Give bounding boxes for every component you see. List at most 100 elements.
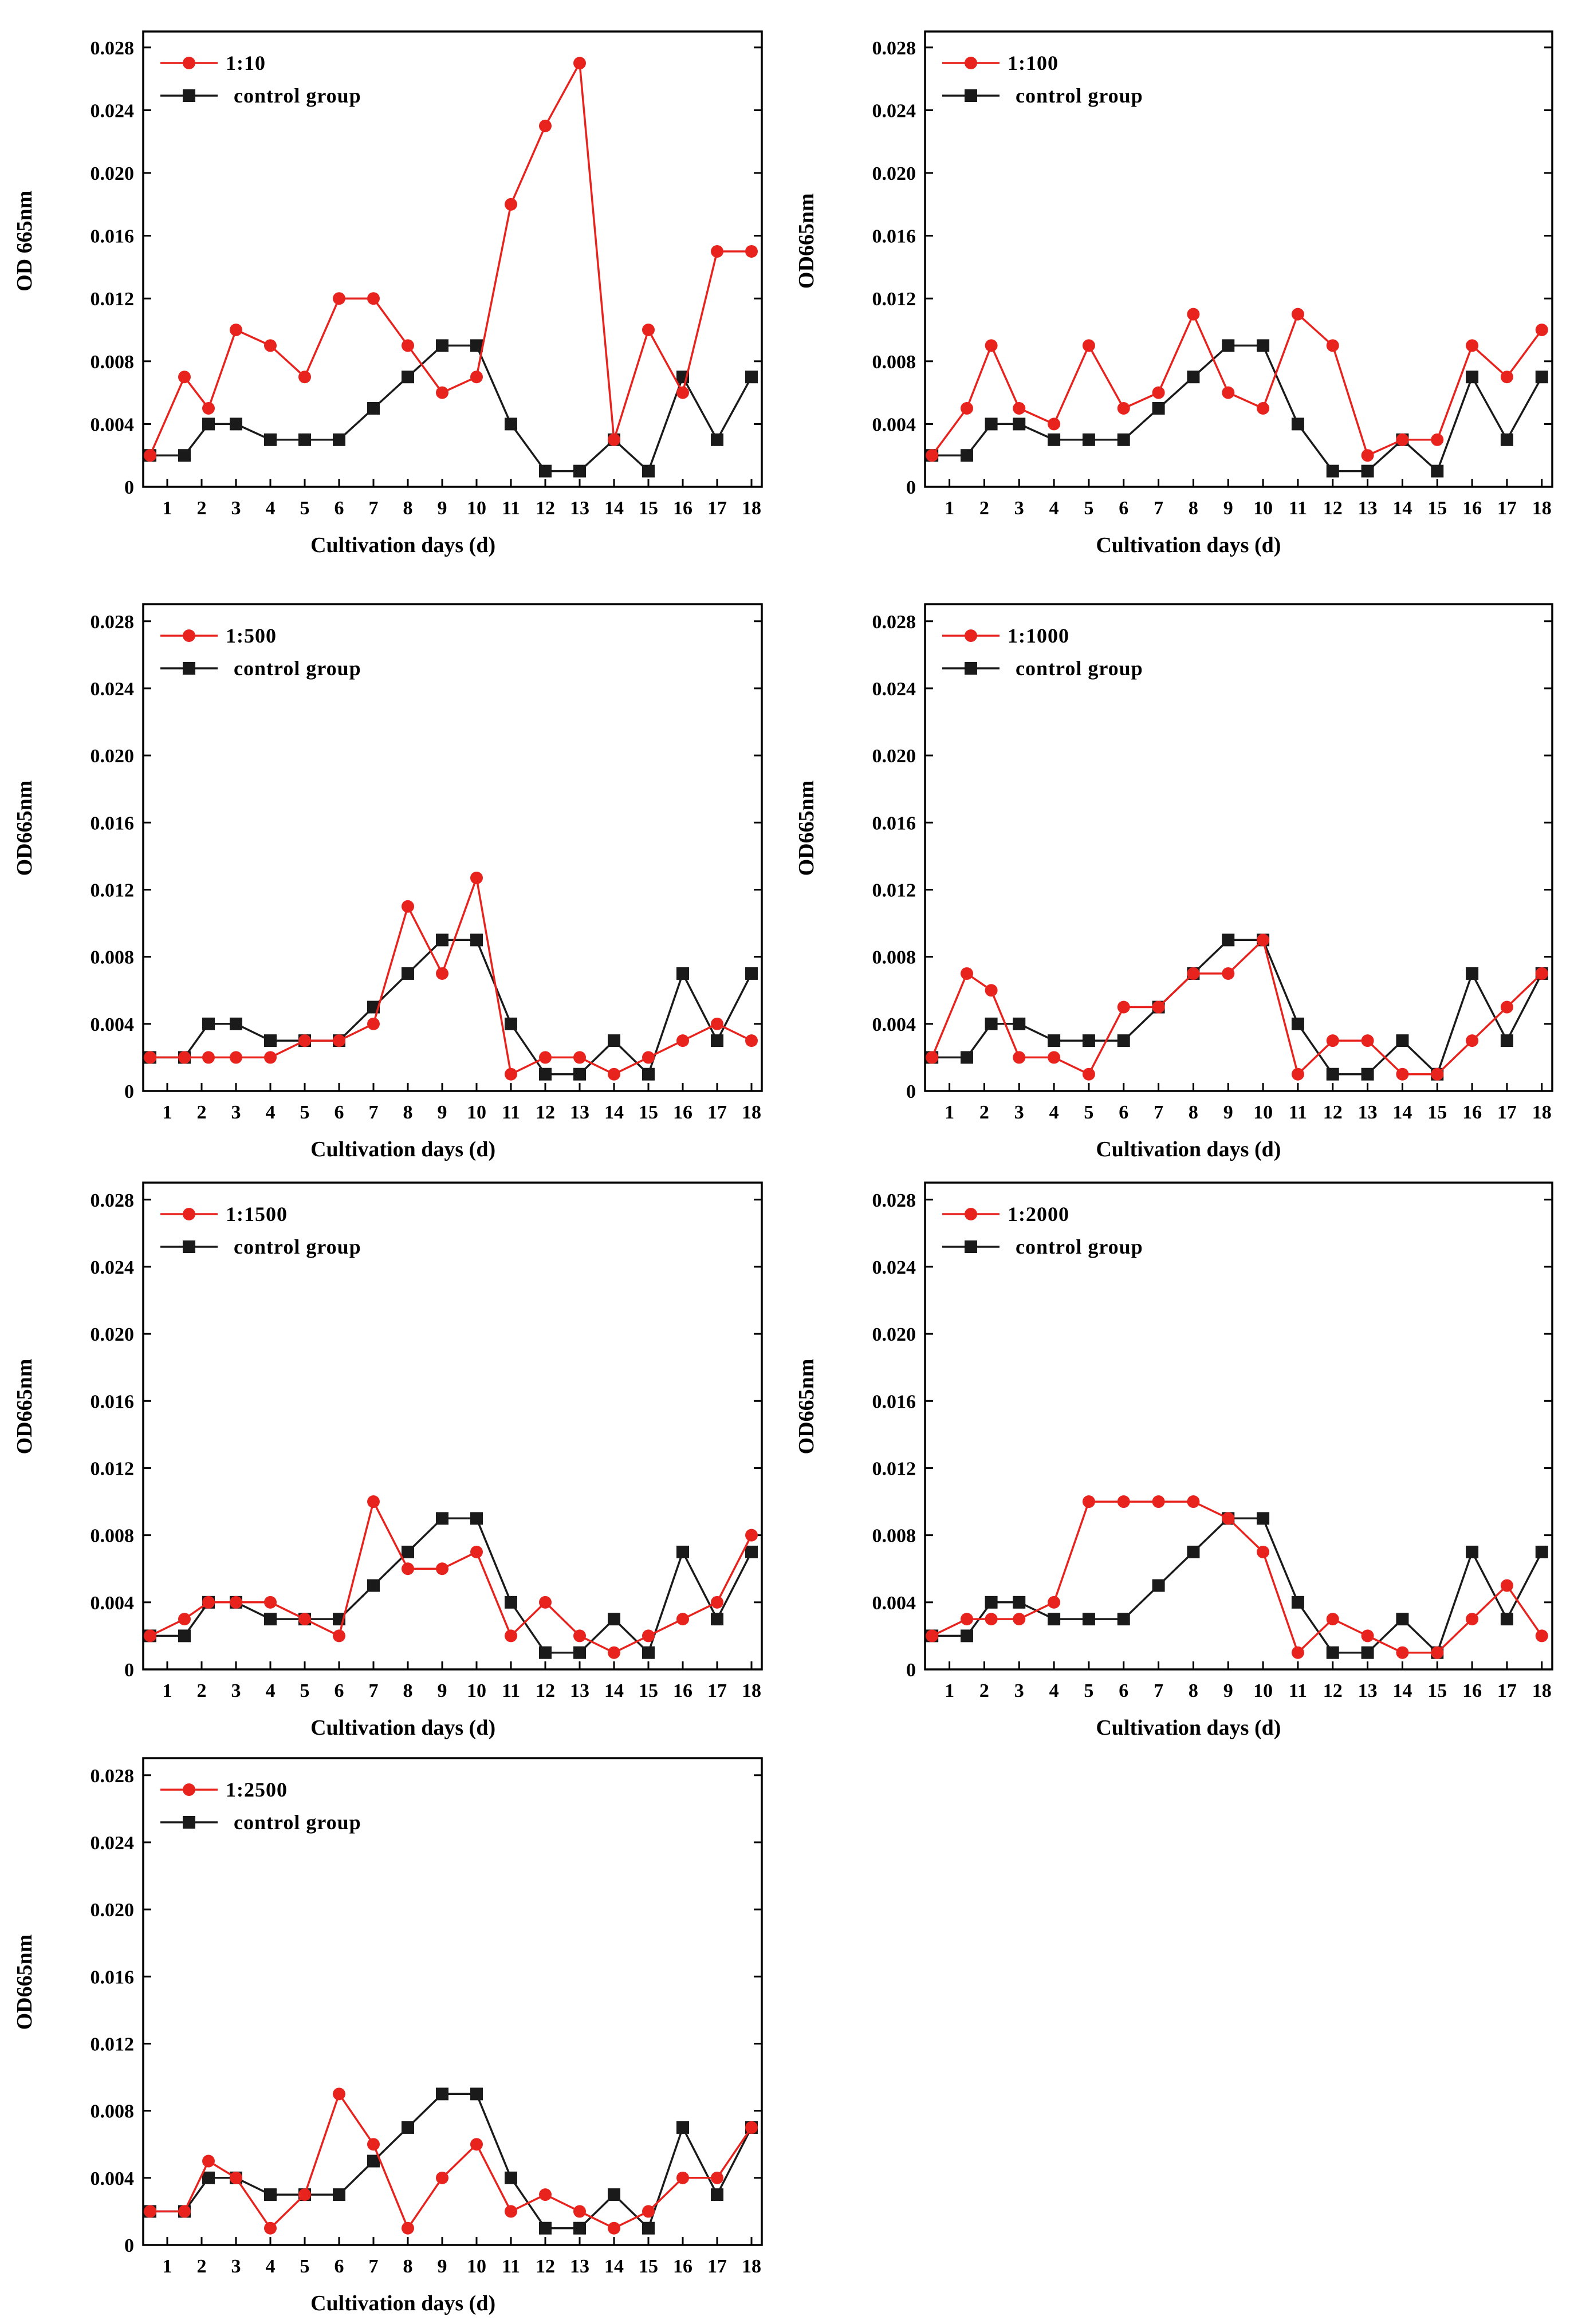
y-tick-label: 0.024 — [90, 1257, 135, 1278]
y-tick-label: 0.020 — [872, 1324, 916, 1345]
data-point — [1257, 933, 1270, 947]
data-point — [1152, 1495, 1165, 1508]
data-point — [1396, 1646, 1409, 1659]
data-point — [144, 2205, 156, 2218]
data-point — [505, 1068, 517, 1081]
x-tick-label: 11 — [502, 1102, 520, 1123]
series-control — [144, 2087, 758, 2235]
data-point — [1152, 1579, 1165, 1592]
data-point — [298, 433, 311, 446]
y-tick-label: 0.028 — [872, 1190, 916, 1211]
data-point — [711, 245, 723, 258]
data-point — [1466, 1034, 1479, 1047]
x-tick-label: 8 — [1189, 1680, 1198, 1701]
data-point — [333, 2188, 345, 2201]
data-point — [573, 2221, 586, 2235]
data-point — [608, 1068, 620, 1081]
data-point — [539, 1646, 552, 1659]
y-tick-label: 0.008 — [90, 352, 135, 373]
data-point — [1013, 1596, 1026, 1609]
data-point — [1361, 1068, 1374, 1081]
data-point — [926, 449, 939, 462]
x-tick-label: 1 — [163, 2256, 172, 2277]
data-point — [608, 1613, 620, 1626]
data-point — [1291, 308, 1304, 321]
series-control — [144, 339, 758, 478]
legend-marker — [965, 89, 977, 102]
data-point — [367, 1017, 380, 1030]
y-tick-label: 0 — [906, 1081, 916, 1102]
y-tick-label: 0.004 — [90, 2168, 135, 2189]
data-point — [436, 2171, 448, 2184]
x-tick-label: 12 — [536, 1680, 555, 1701]
data-point — [436, 2087, 448, 2101]
data-point — [1431, 433, 1444, 446]
x-tick-label: 12 — [1323, 498, 1343, 519]
x-tick-label: 17 — [707, 498, 727, 519]
data-point — [1013, 1613, 1026, 1626]
x-tick-label: 14 — [604, 1102, 624, 1123]
data-point — [1257, 1545, 1270, 1558]
data-point — [470, 2138, 483, 2151]
x-tick-label: 10 — [467, 498, 486, 519]
x-tick-label: 12 — [1323, 1102, 1343, 1123]
x-axis-label: Cultivation days (d) — [1096, 1716, 1281, 1740]
data-point — [676, 1545, 689, 1558]
data-point — [144, 1051, 156, 1064]
y-tick-label: 0.012 — [90, 880, 135, 901]
data-point — [264, 2221, 277, 2235]
y-tick-label: 0.008 — [872, 947, 916, 968]
x-tick-label: 6 — [1119, 498, 1128, 519]
y-tick-label: 0.012 — [90, 2034, 135, 2055]
data-point — [333, 292, 345, 305]
data-point — [202, 417, 215, 431]
data-point — [202, 2154, 215, 2168]
legend-marker — [183, 89, 195, 102]
data-point — [1291, 1068, 1304, 1081]
data-point — [367, 292, 380, 305]
data-point — [539, 464, 552, 478]
data-point — [1466, 967, 1479, 980]
plot-frame — [924, 603, 1553, 1092]
x-tick-label: 1 — [163, 1680, 172, 1701]
series-control — [144, 1512, 758, 1659]
data-point — [298, 1613, 311, 1626]
x-tick-label: 9 — [438, 1680, 447, 1701]
data-point — [367, 1579, 380, 1592]
data-point — [1361, 1629, 1374, 1642]
data-point — [505, 1596, 517, 1609]
x-tick-label: 1 — [163, 498, 172, 519]
x-tick-label: 1 — [163, 1102, 172, 1123]
data-point — [1082, 339, 1095, 352]
x-tick-label: 14 — [1392, 1102, 1412, 1123]
data-point — [608, 1034, 620, 1047]
data-point — [402, 967, 414, 980]
data-point — [1361, 1646, 1374, 1659]
y-tick-label: 0.020 — [90, 1324, 135, 1345]
x-tick-label: 15 — [639, 1680, 658, 1701]
data-point — [402, 2221, 414, 2235]
data-point — [505, 417, 517, 431]
x-tick-label: 13 — [570, 498, 589, 519]
data-point — [1117, 1034, 1130, 1047]
data-point — [1152, 386, 1165, 399]
data-point — [1048, 1034, 1061, 1047]
data-point — [230, 1017, 242, 1030]
x-axis-label: Cultivation days (d) — [1096, 533, 1281, 557]
data-point — [1396, 1068, 1409, 1081]
x-axis-label: Cultivation days (d) — [310, 2291, 495, 2315]
y-tick-label: 0.028 — [90, 612, 135, 633]
y-tick-label: 0.012 — [872, 1458, 916, 1479]
legend-marker — [183, 1208, 195, 1220]
legend-marker — [183, 1240, 195, 1253]
data-point — [1187, 967, 1200, 980]
x-tick-label: 2 — [197, 2256, 207, 2277]
x-tick-label: 11 — [502, 1680, 520, 1701]
y-tick-label: 0.008 — [90, 947, 135, 968]
x-tick-label: 13 — [570, 1680, 589, 1701]
data-point — [1500, 1000, 1513, 1014]
legend-label: 1:2500 — [226, 1778, 288, 1801]
data-point — [264, 1596, 277, 1609]
data-point — [1187, 1495, 1200, 1508]
